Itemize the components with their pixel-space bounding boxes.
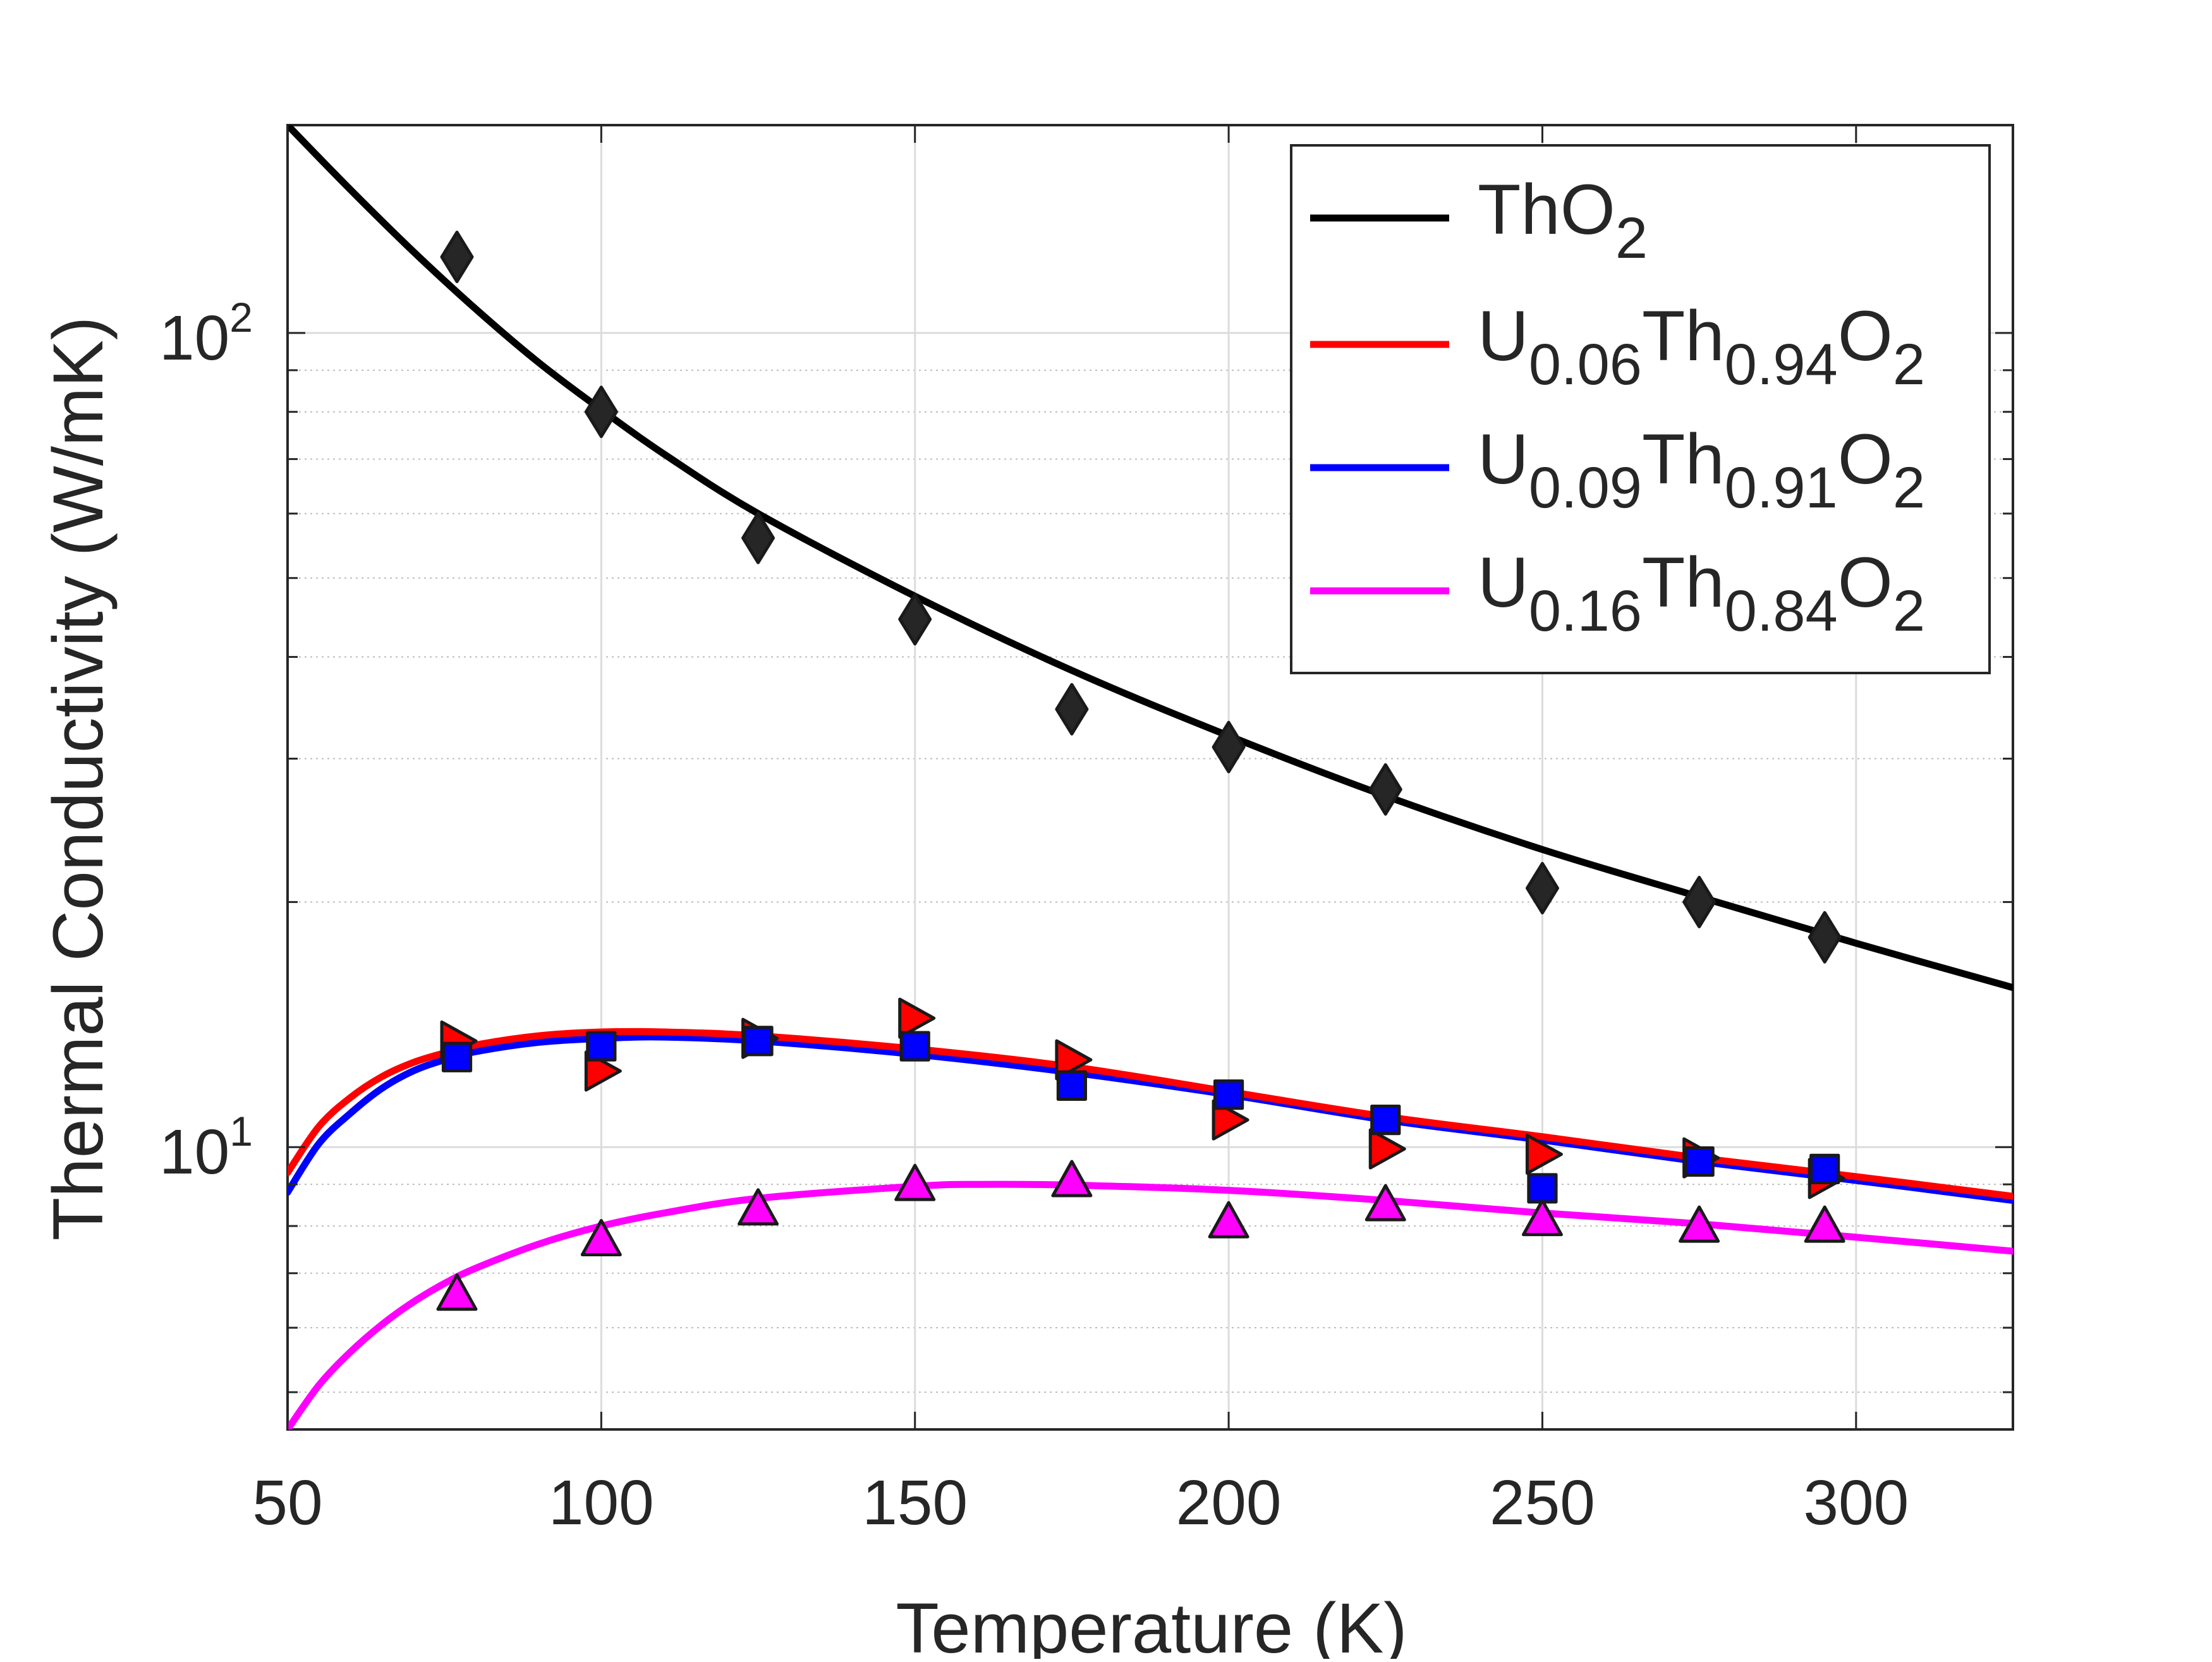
data-point-u016th084o2 [1364, 1184, 1406, 1222]
data-point-tho2 [1808, 911, 1842, 964]
data-point-u006th094o2 [1368, 1128, 1406, 1170]
data-point-tho2 [1682, 875, 1717, 928]
axes-frame [286, 124, 2014, 1431]
legend-label-text: Th [1642, 296, 1725, 375]
data-point-u016th084o2 [894, 1163, 936, 1201]
fit-curve-tho2 [288, 125, 2013, 992]
y-tick-base: 10 [159, 303, 229, 373]
legend-label-subscript: 2 [1893, 332, 1925, 397]
data-point-u009th091o2 [1370, 1105, 1401, 1136]
data-point-u006th094o2 [1212, 1099, 1249, 1141]
data-point-tho2 [584, 385, 618, 439]
x-axis-label: Temperature (K) [896, 1589, 1407, 1659]
data-point-tho2 [898, 593, 932, 646]
data-point-tho2 [1525, 861, 1559, 914]
markers-layer [436, 231, 1845, 1311]
data-point-u009th091o2 [1213, 1079, 1244, 1110]
legend-label-subscript: 0.09 [1529, 456, 1642, 520]
x-tick-label: 150 [862, 1467, 968, 1538]
data-point-u009th091o2 [899, 1031, 930, 1062]
legend-label-text: U [1478, 543, 1529, 622]
legend-label-text: O [1838, 420, 1893, 499]
legend-label: ThO2 [1478, 170, 1648, 270]
legend-label-subscript: 2 [1615, 206, 1648, 270]
legend-label-text: U [1478, 296, 1529, 375]
y-axis-label: Thermal Conductivity (W/mK) [39, 317, 118, 1240]
data-point-u006th094o2 [1525, 1134, 1563, 1175]
y-tick-exponent: 1 [229, 1108, 253, 1155]
legend-label-text: Th [1642, 420, 1725, 499]
legend-label-text: U [1478, 420, 1529, 499]
data-point-u016th084o2 [1804, 1205, 1845, 1243]
legend: ThO2U0.06Th0.94O2U0.09Th0.91O2U0.16Th0.8… [1290, 144, 1991, 674]
data-point-u006th094o2 [1055, 1039, 1093, 1081]
data-point-u009th091o2 [1056, 1070, 1088, 1101]
plot-area-border [286, 124, 2014, 1431]
data-point-u016th084o2 [1521, 1199, 1563, 1237]
legend-label-subscript: 0.06 [1529, 332, 1642, 397]
data-point-u016th084o2 [738, 1188, 779, 1226]
fit-curve-u009th091o2 [288, 1033, 2013, 1204]
legend-label: U0.09Th0.91O2 [1478, 420, 1925, 520]
x-tick-label: 100 [549, 1467, 654, 1538]
data-point-u009th091o2 [743, 1026, 774, 1057]
legend-label-text: ThO [1478, 170, 1615, 249]
legend-label-text: O [1838, 543, 1893, 622]
data-point-u006th094o2 [898, 997, 936, 1039]
data-point-u016th084o2 [580, 1218, 622, 1256]
data-point-u006th094o2 [584, 1050, 622, 1092]
data-point-tho2 [1368, 763, 1402, 816]
fit-curve-u006th094o2 [288, 1028, 2013, 1200]
legend-label: U0.06Th0.94O2 [1478, 296, 1925, 397]
legend-label-subscript: 0.94 [1725, 332, 1838, 397]
legend-label-subscript: 0.84 [1725, 579, 1838, 643]
y-tick-label: 102 [159, 294, 253, 373]
y-tick-label: 101 [159, 1108, 253, 1187]
legend-label-subscript: 0.91 [1725, 456, 1838, 520]
legend-label-text: Th [1642, 543, 1725, 622]
legend-label-subscript: 2 [1893, 579, 1925, 643]
x-tick-label: 300 [1803, 1467, 1909, 1538]
legend-label-subscript: 0.16 [1529, 579, 1642, 643]
x-tick-label: 200 [1176, 1467, 1282, 1538]
legend-label-text: O [1838, 296, 1893, 375]
data-point-u016th084o2 [436, 1273, 478, 1311]
data-point-tho2 [1212, 720, 1246, 773]
data-point-u009th091o2 [1809, 1153, 1840, 1184]
legend-label: U0.16Th0.84O2 [1478, 543, 1925, 643]
data-point-u016th084o2 [1679, 1205, 1720, 1243]
y-tick-exponent: 2 [229, 294, 253, 341]
data-point-u016th084o2 [1208, 1201, 1249, 1239]
data-point-u009th091o2 [586, 1031, 617, 1062]
y-tick-base: 10 [159, 1117, 229, 1187]
data-point-tho2 [440, 231, 474, 284]
x-tick-label: 50 [252, 1467, 322, 1538]
data-point-u016th084o2 [1051, 1160, 1093, 1198]
data-point-u009th091o2 [441, 1041, 473, 1072]
x-tick-label: 250 [1490, 1467, 1595, 1538]
data-point-u009th091o2 [1684, 1146, 1715, 1177]
legend-label-subscript: 2 [1893, 456, 1925, 520]
legend-box [1290, 144, 1991, 674]
data-point-tho2 [1055, 682, 1089, 736]
data-point-tho2 [741, 511, 775, 564]
data-point-u009th091o2 [1527, 1173, 1558, 1204]
